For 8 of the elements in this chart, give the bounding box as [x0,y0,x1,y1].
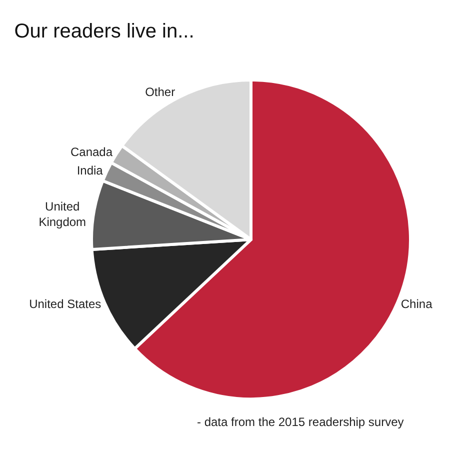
slice-label: United Kingdom [38,199,86,229]
text: - data from the 2015 readership survey [197,415,404,429]
slice-label: United States [29,296,102,311]
slice-label: India [76,163,104,178]
slice-label: Canada [70,145,113,160]
slice-label: China [400,296,433,311]
chart-title: Our readers live in... [14,20,194,42]
slice-label: Other [145,84,176,99]
